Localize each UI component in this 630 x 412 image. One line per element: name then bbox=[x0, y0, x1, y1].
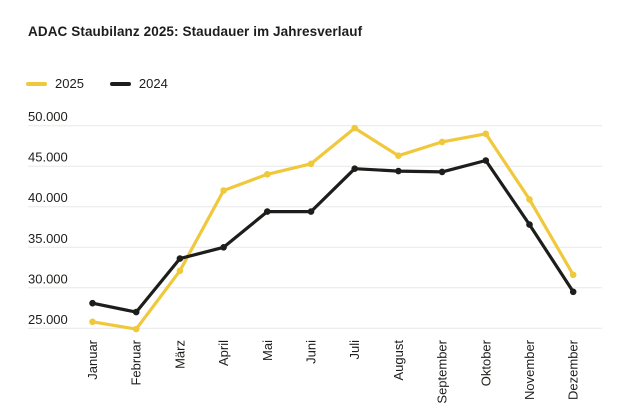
y-tick-label: 45.000 bbox=[28, 150, 68, 165]
series-line-2025 bbox=[90, 126, 575, 331]
data-point-2025-Januar bbox=[89, 318, 96, 326]
y-tick-label: 35.000 bbox=[28, 231, 68, 246]
legend-item-2025: 2025 bbox=[26, 76, 84, 91]
data-point-2025-Oktober bbox=[482, 130, 490, 138]
legend-swatch-2025 bbox=[26, 81, 47, 86]
data-point-2025-September bbox=[438, 138, 446, 146]
series-line-2024 bbox=[90, 158, 575, 314]
data-point-2024-Oktober bbox=[482, 157, 490, 164]
x-tick-label: September bbox=[435, 339, 450, 403]
data-point-2024-Dezember bbox=[569, 288, 577, 296]
data-point-2025-April bbox=[220, 187, 227, 194]
x-tick-label: Juni bbox=[304, 340, 319, 364]
data-point-2024-Juli bbox=[351, 165, 359, 172]
legend-item-2024: 2024 bbox=[109, 76, 168, 91]
x-tick-label: Dezember bbox=[566, 339, 581, 400]
x-tick-label: Februar bbox=[129, 339, 144, 385]
chart-title: ADAC Staubilanz 2025: Staudauer im Jahre… bbox=[28, 24, 363, 39]
data-point-2025-Juli bbox=[351, 124, 359, 132]
data-point-2025-Juni bbox=[307, 160, 315, 168]
data-point-2025-Dezember bbox=[569, 271, 577, 279]
data-point-2025-Februar bbox=[132, 325, 140, 333]
x-tick-label: Oktober bbox=[478, 339, 493, 386]
data-point-2024-Januar bbox=[89, 299, 96, 307]
y-tick-label: 25.000 bbox=[28, 312, 68, 327]
x-tick-label: März bbox=[172, 340, 187, 369]
data-point-2025-November bbox=[526, 196, 533, 203]
data-point-2024-April bbox=[220, 244, 227, 251]
data-point-2024-September bbox=[438, 168, 446, 176]
data-point-2024-Mai bbox=[264, 208, 271, 215]
y-tick-label: 30.000 bbox=[28, 271, 68, 286]
x-tick-label: Mai bbox=[260, 340, 275, 361]
x-tick-label: April bbox=[216, 340, 231, 366]
legend-swatch-2024 bbox=[109, 81, 131, 86]
y-tick-label: 40.000 bbox=[28, 190, 68, 205]
legend-label-2025: 2025 bbox=[55, 76, 84, 91]
x-tick-label: Januar bbox=[85, 339, 100, 379]
x-tick-label: Juli bbox=[347, 340, 362, 360]
x-tick-label: August bbox=[391, 340, 406, 381]
data-point-2024-Februar bbox=[132, 308, 140, 316]
legend: 2025 2024 bbox=[26, 76, 168, 91]
y-tick-label: 50.000 bbox=[28, 109, 68, 124]
data-point-2024-März bbox=[176, 255, 184, 262]
data-point-2025-März bbox=[176, 267, 184, 275]
legend-label-2024: 2024 bbox=[138, 76, 168, 91]
data-point-2024-Juni bbox=[307, 208, 315, 215]
x-tick-label: November bbox=[522, 339, 537, 400]
data-point-2025-Mai bbox=[264, 171, 271, 178]
data-point-2025-August bbox=[395, 152, 402, 159]
data-point-2024-August bbox=[395, 167, 402, 175]
data-point-2024-November bbox=[526, 221, 533, 228]
